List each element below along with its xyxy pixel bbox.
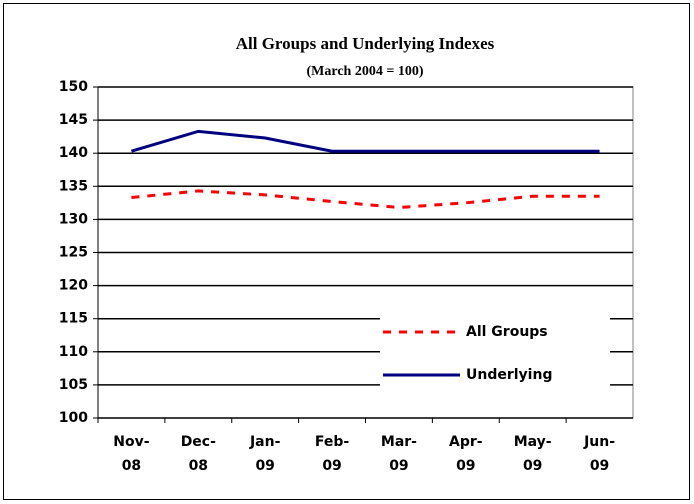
data-line — [131, 129, 600, 153]
data-line — [131, 189, 600, 209]
x-tick-label: Apr- — [449, 434, 483, 450]
y-tick-label: 105 — [59, 377, 88, 393]
x-tick-label: 08 — [189, 458, 208, 474]
x-tick-label: Nov- — [113, 434, 149, 450]
chart-title: All Groups and Underlying Indexes — [236, 34, 495, 53]
y-tick-label: 135 — [59, 178, 88, 194]
y-tick-label: 110 — [59, 344, 88, 360]
y-tick-label: 125 — [59, 245, 88, 261]
x-tick-label: 09 — [456, 458, 475, 474]
x-tick-label: Feb- — [315, 434, 350, 450]
x-tick-label: May- — [514, 434, 552, 450]
y-tick-label: 115 — [59, 311, 88, 327]
y-tick-label: 150 — [59, 79, 88, 95]
y-tick-label: 130 — [59, 211, 88, 227]
legend-box — [380, 314, 610, 394]
x-tick-label: Mar- — [381, 434, 417, 450]
x-tick-label: 09 — [255, 458, 274, 474]
x-tick-label: 09 — [590, 458, 609, 474]
x-tick-label: Jan- — [249, 434, 281, 450]
x-tick-label: Dec- — [181, 434, 216, 450]
y-tick-label: 140 — [59, 145, 88, 161]
y-tick-label: 120 — [59, 278, 88, 294]
chart-subtitle: (March 2004 = 100) — [307, 64, 424, 79]
y-tick-label: 100 — [59, 410, 88, 426]
x-tick-label: 08 — [122, 458, 141, 474]
legend-label: Underlying — [466, 367, 552, 383]
y-tick-label: 145 — [59, 112, 88, 128]
x-tick-label: Jun- — [583, 434, 615, 450]
x-tick-label: 09 — [389, 458, 408, 474]
x-tick-label: 09 — [523, 458, 542, 474]
x-tick-label: 09 — [322, 458, 341, 474]
legend-label: All Groups — [466, 324, 548, 340]
